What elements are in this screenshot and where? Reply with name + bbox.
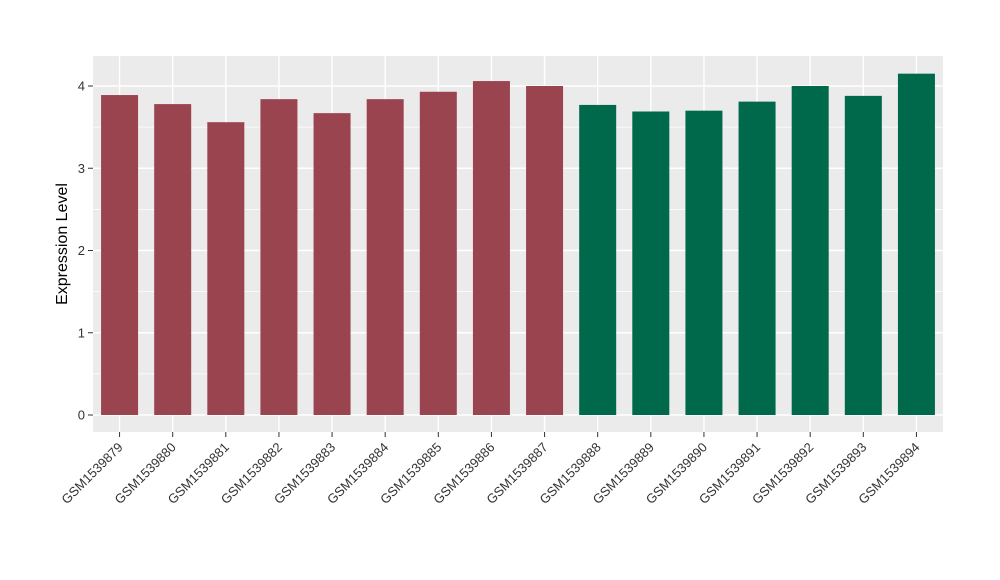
- y-tick-label: 1: [78, 325, 85, 340]
- y-tick-label: 2: [78, 243, 85, 258]
- bar-GSM1539881: [207, 122, 245, 415]
- bar-GSM1539882: [260, 99, 298, 415]
- bar-GSM1539885: [419, 91, 457, 415]
- bar-GSM1539879: [101, 95, 139, 416]
- axis-ticks: [88, 85, 917, 437]
- bars-group: [101, 73, 935, 416]
- bar-GSM1539880: [154, 104, 192, 415]
- bar-GSM1539894: [897, 73, 935, 415]
- bar-GSM1539884: [366, 99, 404, 415]
- bar-GSM1539890: [685, 110, 723, 416]
- y-tick-label: 3: [78, 161, 85, 176]
- y-tick-label: 0: [78, 408, 85, 423]
- bar-GSM1539889: [632, 111, 670, 415]
- bar-GSM1539891: [738, 101, 776, 415]
- bar-GSM1539883: [313, 113, 351, 415]
- x-tick-labels: GSM1539879GSM1539880GSM1539881GSM1539882…: [58, 440, 922, 507]
- bar-GSM1539893: [844, 95, 882, 416]
- y-tick-labels: 0 1 2 3 4: [78, 79, 85, 423]
- bar-GSM1539888: [579, 104, 617, 415]
- bar-GSM1539892: [791, 86, 829, 415]
- bar-GSM1539887: [526, 86, 564, 415]
- y-axis-title: Expression Level: [54, 183, 71, 305]
- bar-GSM1539886: [472, 81, 510, 415]
- y-tick-label: 4: [78, 79, 85, 94]
